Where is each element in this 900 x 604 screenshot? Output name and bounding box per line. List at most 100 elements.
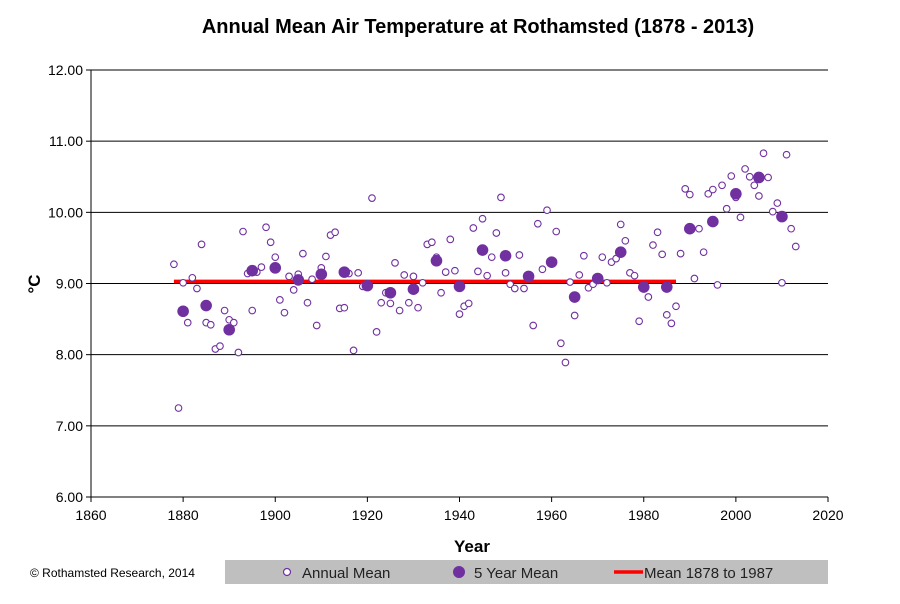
- annual-mean-point-1917: [349, 346, 358, 355]
- five-year-mean-point-2010: [776, 210, 788, 223]
- five-year-mean-point-1970: [591, 272, 604, 285]
- x-tick-label: 2020: [812, 507, 843, 523]
- annual-mean-point-1883: [193, 284, 201, 293]
- legend-five-year-mean-label: 5 Year Mean: [474, 565, 558, 582]
- annual-mean-point-1879: [174, 404, 183, 412]
- five-year-mean-point-1950: [499, 249, 512, 262]
- annual-mean-point-1900: [271, 253, 280, 262]
- annual-mean-point-1886: [206, 320, 215, 329]
- annual-mean-point-1976: [621, 236, 630, 245]
- annual-mean-point-1901: [276, 296, 284, 304]
- annual-mean-point-2012: [787, 224, 796, 233]
- annual-mean-point-1898: [262, 223, 270, 232]
- annual-mean-point-1975: [616, 220, 625, 229]
- annual-mean-point-1954: [520, 284, 528, 293]
- annual-mean-point-1988: [676, 249, 685, 258]
- y-tick-label: 10.00: [48, 204, 83, 220]
- five-year-mean-series: [177, 171, 788, 336]
- annual-mean-point-1952: [510, 284, 519, 293]
- annual-mean-point-1929: [404, 298, 413, 307]
- annual-mean-point-1956: [529, 321, 538, 330]
- five-year-mean-point-1980: [637, 281, 650, 293]
- annual-mean-point-1944: [474, 267, 482, 276]
- annual-mean-point-1953: [515, 251, 524, 259]
- annual-mean-point-1972: [603, 278, 611, 287]
- annual-mean-point-1947: [487, 253, 496, 262]
- annual-mean-point-1966: [575, 271, 584, 279]
- annual-mean-point-1991: [690, 274, 699, 283]
- annual-mean-point-1961: [552, 227, 561, 236]
- annual-mean-point-2008: [768, 207, 777, 216]
- annual-mean-point-2004: [750, 181, 759, 190]
- annual-mean-point-1939: [451, 266, 459, 275]
- annual-mean-point-1992: [695, 224, 703, 233]
- annual-mean-point-1927: [395, 306, 404, 315]
- annual-mean-point-1895: [248, 306, 257, 315]
- y-axis-label: °C: [25, 274, 44, 293]
- x-ticks: 1860 1880 1900 1920 1940 1960 1980 2000 2020: [75, 497, 844, 523]
- annual-mean-point-1923: [377, 298, 386, 307]
- chart-title: Annual Mean Air Temperature at Rothamste…: [202, 16, 754, 38]
- annual-mean-point-1911: [322, 252, 330, 261]
- annual-mean-point-1948: [492, 229, 501, 237]
- annual-mean-point-1936: [437, 288, 445, 297]
- annual-mean-point-1892: [234, 348, 243, 357]
- legend-five-year-mean-marker: [453, 566, 465, 578]
- legend-mean-line-label: Mean 1878 to 1987: [644, 565, 773, 582]
- annual-mean-point-1902: [280, 308, 289, 317]
- annual-mean-point-1997: [718, 181, 726, 190]
- annual-mean-point-1979: [635, 317, 643, 326]
- annual-mean-point-1930: [409, 272, 418, 281]
- five-year-mean-point-1910: [315, 268, 328, 281]
- annual-mean-point-1999: [727, 172, 736, 180]
- annual-mean-point-1978: [630, 271, 639, 280]
- annual-mean-point-1994: [704, 189, 713, 198]
- annual-mean-point-1913: [331, 228, 339, 237]
- annual-mean-point-1918: [354, 268, 363, 277]
- annual-mean-point-1908: [308, 275, 316, 284]
- five-year-mean-point-1885: [200, 299, 212, 312]
- annual-mean-point-1998: [722, 204, 731, 213]
- five-year-mean-point-1915: [338, 266, 351, 278]
- x-axis-label: Year: [454, 537, 490, 556]
- annual-mean-point-1959: [543, 206, 551, 215]
- annual-mean-point-1989: [681, 184, 690, 193]
- x-tick-label: 1920: [352, 507, 383, 523]
- annual-mean-point-1990: [685, 190, 694, 199]
- annual-mean-point-1943: [469, 224, 478, 232]
- annual-mean-point-1964: [566, 278, 574, 286]
- five-year-mean-point-1940: [453, 280, 466, 293]
- annual-mean-point-1884: [197, 240, 206, 249]
- annual-mean-point-1882: [188, 273, 197, 282]
- five-year-mean-point-2000: [730, 188, 742, 200]
- annual-mean-point-1996: [713, 281, 722, 289]
- legend: Annual Mean 5 Year Mean Mean 1878 to 198…: [225, 560, 828, 584]
- annual-mean-point-2011: [782, 150, 791, 159]
- annual-mean-point-1925: [386, 299, 395, 308]
- five-year-mean-point-1900: [269, 262, 282, 274]
- five-year-mean-point-1990: [684, 222, 696, 235]
- annual-mean-point-1878: [170, 260, 178, 269]
- annual-mean-point-1932: [418, 278, 427, 287]
- annual-mean-point-1981: [644, 293, 653, 301]
- five-year-mean-point-1995: [707, 215, 719, 228]
- annual-mean-point-2006: [759, 149, 768, 158]
- five-year-mean-point-1965: [568, 291, 581, 303]
- annual-mean-point-1986: [667, 319, 676, 328]
- annual-mean-point-1899: [266, 238, 275, 247]
- five-year-mean-point-1890: [223, 323, 235, 336]
- grid: [90, 69, 828, 498]
- annual-mean-point-1891: [229, 318, 238, 327]
- five-year-mean-point-1905: [292, 274, 305, 286]
- x-tick-label: 1880: [168, 507, 199, 523]
- annual-mean-point-1881: [183, 318, 192, 327]
- legend-annual-mean-marker: [282, 567, 292, 577]
- annual-mean-point-1942: [464, 299, 473, 308]
- y-tick-label: 6.00: [56, 489, 83, 505]
- y-tick-label: 12.00: [48, 62, 83, 78]
- annual-mean-point-1889: [220, 306, 229, 315]
- annual-mean-point-1928: [400, 271, 409, 279]
- annual-mean-point-1897: [257, 263, 266, 271]
- annual-mean-point-1995: [708, 185, 717, 194]
